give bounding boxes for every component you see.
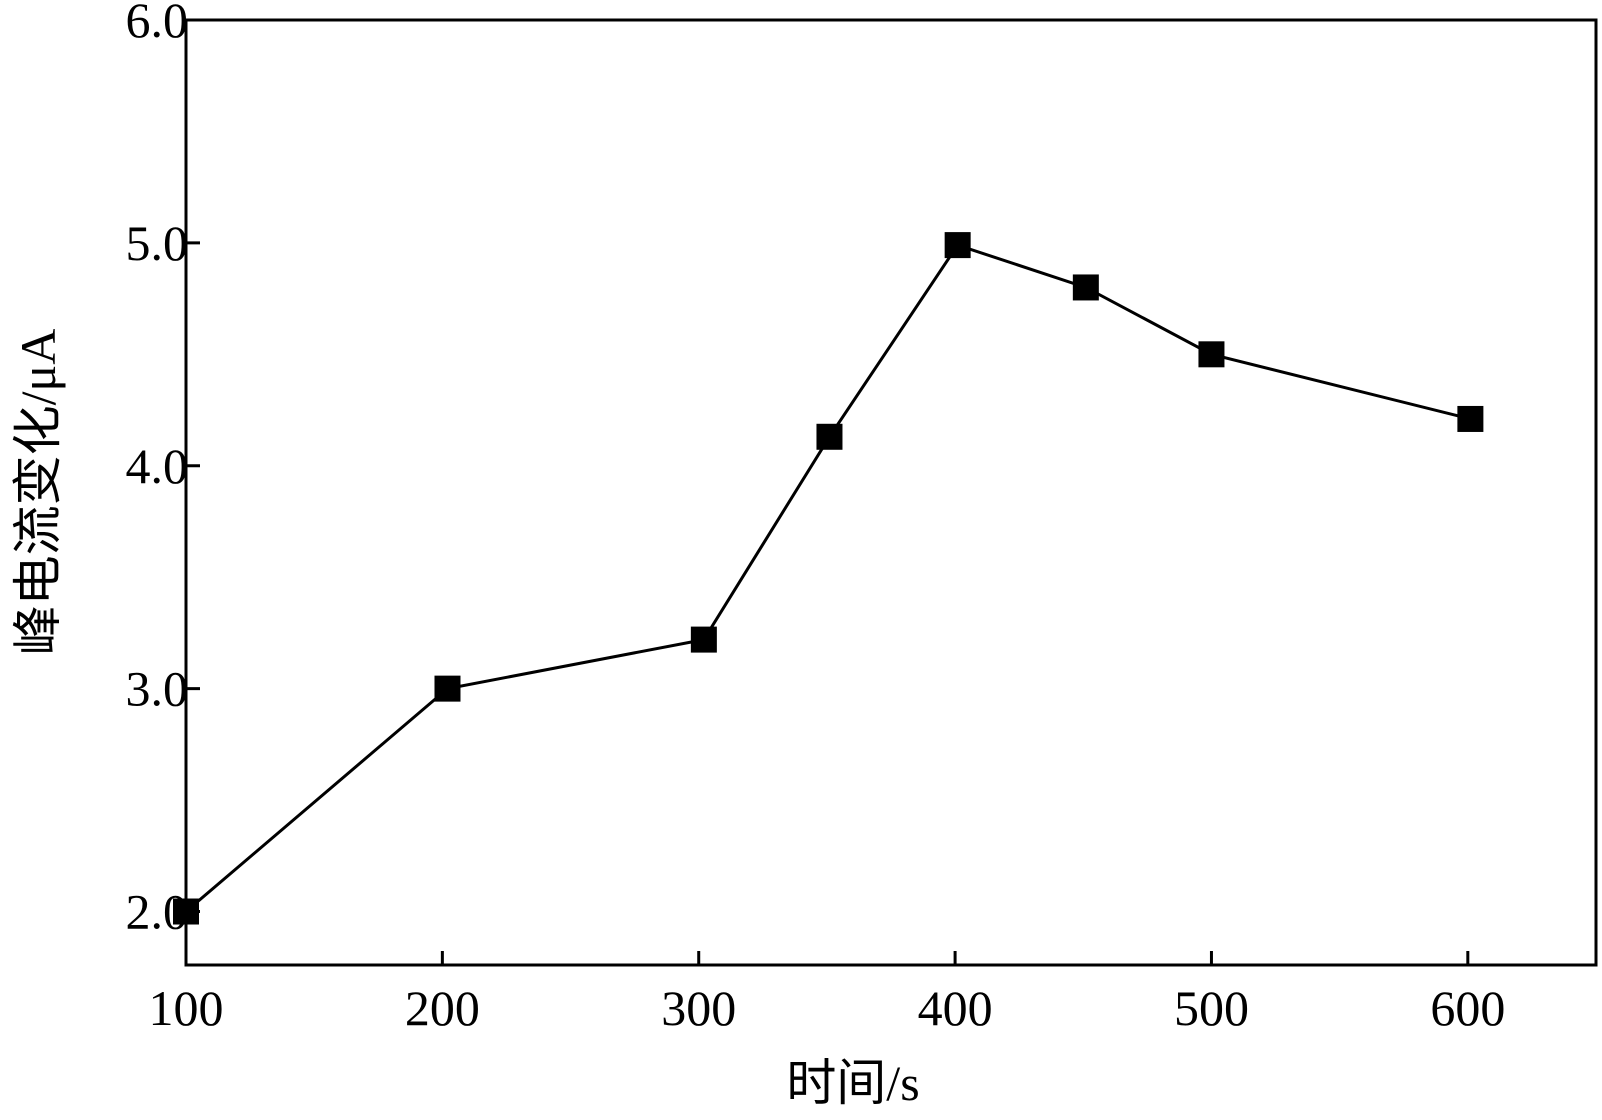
y-axis-ticks: 2.03.04.05.06.0	[126, 0, 200, 940]
plot-frame	[184, 18, 1598, 967]
x-tick-label: 600	[1430, 980, 1505, 1036]
x-tick-label: 400	[918, 980, 993, 1036]
x-tick-label: 200	[405, 980, 480, 1036]
y-tick-label: 3.0	[126, 661, 189, 717]
data-point-marker	[173, 898, 199, 925]
x-tick-label: 300	[661, 980, 736, 1036]
data-point-marker	[944, 232, 971, 259]
data-point-marker	[816, 423, 843, 450]
data-point-marker	[1072, 274, 1099, 301]
data-point-marker	[1198, 341, 1225, 368]
y-axis-title: 峰电流变化/μA	[10, 329, 66, 656]
x-axis-title: 时间/s	[786, 1055, 919, 1111]
data-point-marker	[434, 675, 461, 702]
x-tick-label: 100	[149, 980, 224, 1036]
data-point-marker	[1457, 405, 1484, 432]
y-tick-label: 5.0	[126, 215, 189, 271]
y-tick-label: 4.0	[126, 438, 189, 494]
y-tick-label: 6.0	[126, 0, 189, 48]
data-point-marker	[690, 626, 717, 653]
x-tick-label: 500	[1174, 980, 1249, 1036]
series-line	[185, 243, 1471, 913]
series-layer	[173, 232, 1484, 925]
x-axis-ticks: 100 200 300 400 500 600	[149, 951, 1505, 1036]
